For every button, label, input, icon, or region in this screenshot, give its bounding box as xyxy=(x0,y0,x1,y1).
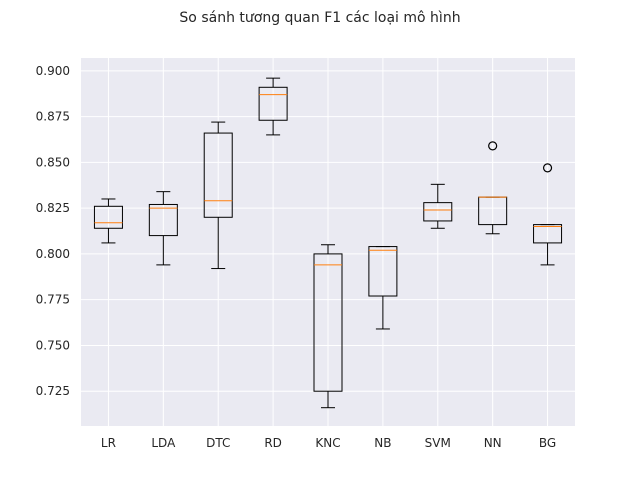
box-svm xyxy=(423,183,453,229)
y-tick-label: 0.725 xyxy=(36,384,70,398)
y-tick-label: 0.800 xyxy=(36,247,70,261)
y-tick-label: 0.750 xyxy=(36,338,70,352)
y-tick-label: 0.775 xyxy=(36,293,70,307)
x-tick-label: NN xyxy=(484,436,502,450)
chart-title: So sánh tương quan F1 các loại mô hình xyxy=(179,10,460,26)
box-body xyxy=(533,224,563,244)
box-lr xyxy=(93,198,123,244)
y-axis: 0.725 0.750 0.775 0.800 0.825 0.850 0.875 0.900 xyxy=(36,64,70,398)
box-body xyxy=(313,253,343,392)
x-tick-label: SVM xyxy=(425,436,451,450)
box-body xyxy=(423,202,453,222)
x-tick-label: NB xyxy=(374,436,391,450)
x-tick-label: RD xyxy=(264,436,282,450)
y-tick-label: 0.900 xyxy=(36,64,70,78)
box-rd xyxy=(258,77,288,136)
x-tick-label: LR xyxy=(101,436,116,450)
outlier-point xyxy=(488,141,498,151)
box-nn xyxy=(478,141,508,235)
box-body xyxy=(93,205,123,229)
box-dtc xyxy=(203,121,233,270)
x-tick-label: DTC xyxy=(206,436,230,450)
boxes xyxy=(93,77,563,409)
outlier-point xyxy=(542,163,553,173)
x-tick-label: LDA xyxy=(151,436,176,450)
box-body xyxy=(148,203,178,237)
box-knc xyxy=(313,244,343,409)
box-body xyxy=(368,246,398,297)
y-tick-label: 0.875 xyxy=(36,110,70,124)
box-body xyxy=(203,132,233,218)
y-tick-label: 0.850 xyxy=(36,155,70,169)
y-tick-label: 0.825 xyxy=(36,201,70,215)
x-axis: LR LDA DTC RD KNC NB SVM NN BG xyxy=(101,436,556,450)
box-nb xyxy=(368,246,398,330)
x-tick-label: KNC xyxy=(315,436,340,450)
box-lda xyxy=(148,191,178,266)
x-tick-label: BG xyxy=(539,436,556,450)
box-body xyxy=(258,86,288,121)
box-bg xyxy=(533,163,563,266)
